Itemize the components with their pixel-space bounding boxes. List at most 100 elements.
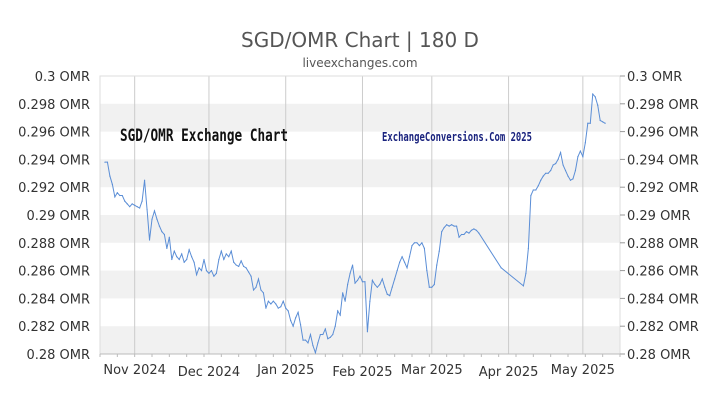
grid-band	[100, 326, 620, 354]
data-point	[361, 281, 364, 283]
x-tick-label: Feb 2025	[332, 365, 392, 380]
data-point	[119, 194, 121, 197]
data-point	[304, 339, 307, 341]
data-point	[295, 317, 297, 319]
data-point	[238, 265, 240, 268]
data-point	[399, 261, 401, 263]
y-tick-label-left: 0.298 OMR	[18, 98, 90, 113]
data-point	[233, 261, 235, 263]
data-point	[597, 104, 599, 106]
y-tick-label-left: 0.29 OMR	[26, 209, 90, 224]
data-point	[230, 250, 232, 252]
data-point	[423, 247, 425, 249]
data-point	[250, 275, 252, 277]
data-point	[356, 279, 359, 281]
data-point	[349, 272, 351, 274]
x-tick-label: Mar 2025	[401, 363, 463, 378]
data-point	[542, 175, 544, 177]
data-point	[473, 228, 475, 230]
data-point	[198, 267, 200, 269]
watermark-right: ExchangeConversions.Com 2025	[382, 130, 532, 144]
data-point	[438, 250, 440, 252]
chart-title: SGD/OMR Chart | 180 D	[241, 28, 479, 52]
data-point	[124, 200, 126, 202]
x-tick-label: Apr 2025	[479, 365, 539, 380]
data-point	[153, 210, 156, 212]
grid-band	[100, 103, 620, 132]
data-point	[574, 169, 577, 172]
data-point	[240, 260, 242, 262]
grid-band	[100, 159, 620, 188]
data-point	[181, 253, 183, 255]
data-point	[458, 236, 460, 238]
data-point	[168, 236, 170, 238]
data-point	[121, 194, 123, 197]
data-point	[579, 150, 581, 152]
data-point	[218, 258, 220, 261]
data-point	[225, 253, 227, 255]
data-point	[243, 265, 245, 268]
series-points	[104, 93, 606, 354]
data-point	[183, 261, 185, 263]
data-point	[309, 333, 312, 336]
data-point	[188, 249, 190, 251]
data-point	[210, 270, 213, 272]
data-point	[418, 244, 421, 247]
y-axis-left: 0.3 OMR 0.298 OMR 0.296 OMR 0.294 OMR 0.292 …	[18, 70, 90, 363]
data-point	[569, 179, 572, 181]
data-point	[391, 286, 393, 288]
data-point	[213, 275, 215, 277]
data-point	[428, 286, 430, 288]
data-point	[339, 314, 341, 316]
data-point	[267, 300, 269, 302]
data-point	[163, 233, 165, 236]
y-tick-label-right: 0.298 OMR	[627, 98, 699, 113]
data-point	[299, 324, 302, 326]
data-point	[151, 218, 153, 220]
data-point	[522, 285, 525, 287]
data-point	[262, 292, 265, 294]
data-point	[171, 258, 173, 261]
data-point	[342, 292, 344, 294]
vertical-gridlines	[134, 76, 584, 354]
data-point	[426, 270, 428, 272]
data-point	[500, 267, 502, 269]
data-point	[277, 307, 279, 309]
data-point	[525, 272, 527, 274]
data-point	[411, 244, 413, 247]
data-point	[604, 122, 606, 124]
data-point	[161, 231, 163, 233]
data-point	[371, 279, 373, 281]
data-point	[389, 295, 391, 297]
data-point	[228, 256, 230, 258]
data-point	[334, 325, 336, 327]
data-point	[465, 231, 468, 233]
data-point	[537, 185, 539, 187]
data-point	[416, 242, 418, 244]
data-point	[297, 311, 299, 313]
data-point	[129, 206, 131, 208]
data-point	[143, 179, 146, 181]
data-point	[344, 300, 346, 302]
y-tick-label-left: 0.294 OMR	[18, 153, 90, 168]
data-point	[319, 333, 321, 336]
y-tick-label-right: 0.292 OMR	[627, 181, 699, 196]
data-point	[186, 258, 188, 261]
data-point	[223, 258, 225, 261]
data-point	[302, 339, 304, 341]
data-point	[203, 258, 205, 261]
data-point	[347, 283, 349, 286]
data-point	[478, 232, 480, 234]
data-point	[285, 307, 287, 309]
y-tick-label-left: 0.28 OMR	[26, 348, 90, 363]
data-point	[441, 231, 443, 233]
data-point	[406, 267, 408, 269]
data-point	[176, 256, 178, 258]
data-point	[532, 189, 534, 191]
data-point	[329, 336, 331, 338]
data-point	[314, 352, 317, 354]
data-point	[381, 278, 383, 280]
data-point	[594, 96, 596, 98]
data-point	[200, 270, 203, 272]
data-point	[540, 179, 542, 181]
